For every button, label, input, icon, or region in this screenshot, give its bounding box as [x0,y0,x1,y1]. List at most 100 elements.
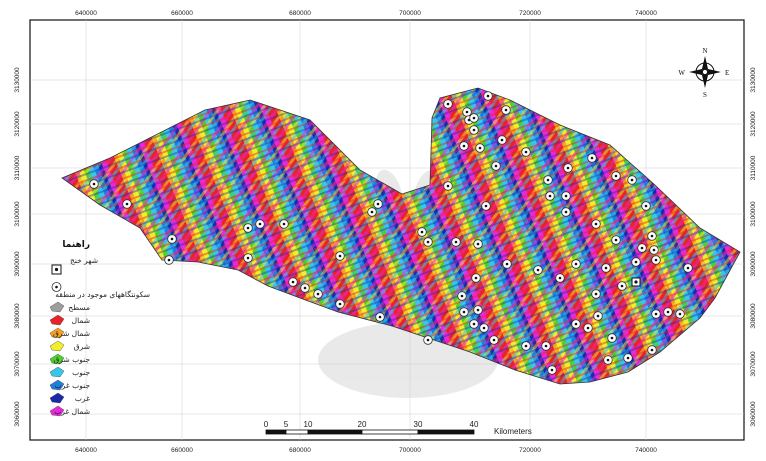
legend-label: مسطح [68,303,90,312]
settlement-markers [89,91,693,375]
study-area-boundary [61,87,741,385]
legend-item: مسطح [49,301,90,313]
x-tick-labels-bottom: 640000 660000 680000 700000 720000 740000 [75,447,657,454]
settlement-marker [164,255,174,265]
settlement-marker [335,251,345,261]
compass: N S E W [678,47,729,99]
y-tick-label: 3060000 [750,401,757,427]
settlement-marker [521,147,531,157]
y-tick-label: 3070000 [750,351,757,377]
y-tick-label: 3120000 [750,111,757,137]
settlement-marker [631,257,641,267]
settlement-marker [571,319,581,329]
settlement-marker [591,289,601,299]
settlement-marker [279,219,289,229]
y-tick-label: 3100000 [750,201,757,227]
settlement-marker [451,237,461,247]
x-tick-label: 740000 [635,10,657,17]
settlement-marker [335,299,345,309]
settlement-marker [541,341,551,351]
settlement-marker [647,231,657,241]
legend-item: جنوب غرب [49,379,90,391]
legend-label: شمال غرب [54,407,90,416]
settlement-marker [637,243,647,253]
legend-item: شرق [49,340,90,352]
settlement-marker [481,201,491,211]
x-tick-label: 660000 [171,10,193,17]
x-tick-label: 720000 [519,447,541,454]
legend-title: راهنما [62,240,90,250]
settlement-marker [469,319,479,329]
x-tick-label: 660000 [171,447,193,454]
settlement-marker [627,175,637,185]
y-tick-label: 3090000 [750,251,757,277]
settlement-marker [555,273,565,283]
settlement-marker [611,235,621,245]
settlement-marker [475,143,485,153]
settlement-marker [649,245,659,255]
settlement-marker [469,125,479,135]
settlement-marker [683,263,693,273]
settlement-marker [617,281,627,291]
settlement-marker [561,191,571,201]
settlement-marker [501,105,511,115]
settlement-marker [611,171,621,181]
legend-label: غرب [75,394,90,403]
scale-tick-label: 20 [358,420,367,429]
x-tick-label: 680000 [289,10,311,17]
settlement-marker [561,207,571,217]
settlement-marker [443,181,453,191]
settlement-marker [583,323,593,333]
y-tick-label: 3090000 [14,251,21,277]
settlement-marker [497,135,507,145]
settlement-marker [483,91,493,101]
y-tick-label: 3110000 [14,155,21,180]
settlement-marker [459,307,469,317]
city-marker [631,277,641,287]
x-tick-label: 740000 [635,447,657,454]
settlement-marker [641,201,651,211]
x-tick-labels-top: 640000 660000 680000 700000 720000 740000 [75,10,657,17]
settlement-marker [663,307,673,317]
y-tick-label: 3060000 [14,401,21,427]
legend-item: جنوب [49,366,90,378]
settlement-marker [459,141,469,151]
y-tick-label: 3130000 [14,67,21,93]
y-tick-labels-right: 3130000 3120000 3110000 3100000 3090000 30800… [750,67,757,427]
settlement-marker [423,335,433,345]
legend-item: شمال غرب [49,405,90,417]
y-tick-label: 3120000 [14,111,21,137]
legend-item: شهر خنج [51,256,98,275]
settlement-marker [601,263,611,273]
settlement-marker [255,219,265,229]
settlement-marker [122,199,132,209]
settlement-marker [167,234,177,244]
settlement-marker [373,199,383,209]
y-tick-label: 3100000 [14,201,21,227]
compass-e: E [725,69,729,77]
settlement-marker [375,312,385,322]
settlement-marker [288,277,298,287]
settlement-marker [313,289,323,299]
legend-label: جنوب [72,368,90,377]
settlement-marker [423,237,433,247]
scale-tick-label: 5 [284,420,289,429]
legend-label: جنوب شرق [54,355,91,364]
settlement-marker [647,345,657,355]
legend-item: شمال شرق [49,327,90,339]
x-tick-label: 680000 [289,447,311,454]
y-tick-labels-left: 3130000 3120000 3110000 3100000 3090000 30800… [14,67,21,427]
settlement-marker [651,309,661,319]
settlement-marker [473,305,483,315]
legend-item: غرب [49,392,90,404]
legend-item: جنوب شرق [49,353,91,365]
x-tick-label: 720000 [519,10,541,17]
scale-bar: 0 5 10 20 30 40 Kilometers [264,420,532,436]
settlement-marker [457,291,467,301]
settlement-marker [563,163,573,173]
settlement-marker [603,355,613,365]
settlement-marker [607,333,617,343]
settlement-marker [651,255,661,265]
settlement-marker [489,335,499,345]
